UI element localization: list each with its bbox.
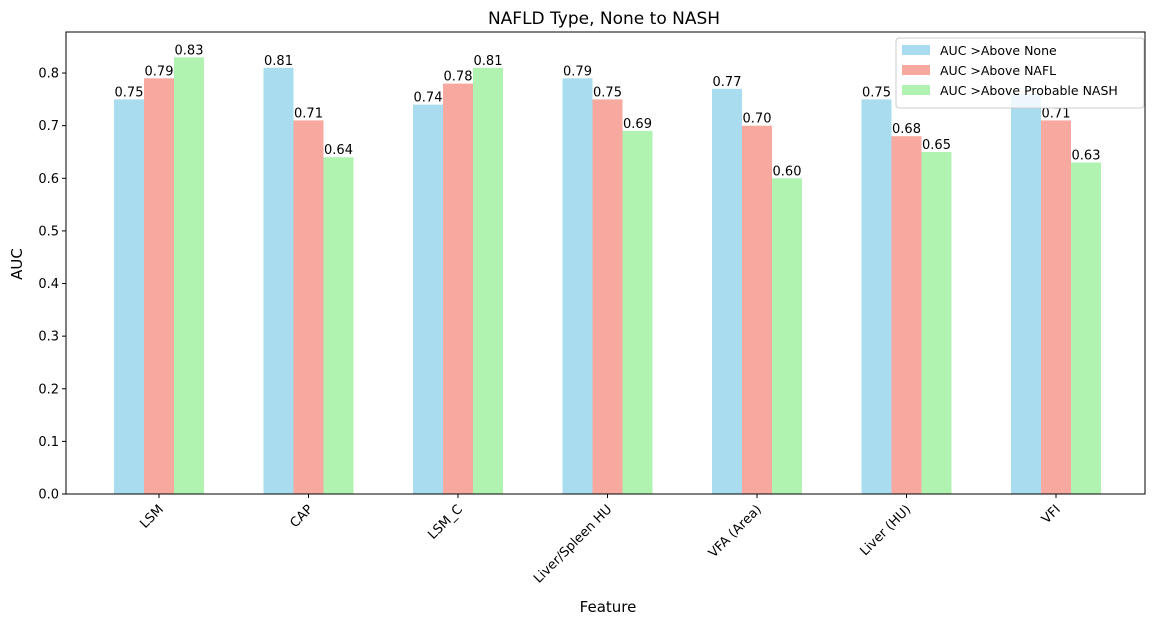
chart-title: NAFLD Type, None to NASH <box>488 9 720 29</box>
bar <box>1041 120 1071 495</box>
bar-value-label: 0.81 <box>264 54 293 69</box>
bar <box>772 178 802 495</box>
legend-swatch <box>902 45 930 55</box>
legend-label: AUC >Above NAFL <box>940 63 1056 78</box>
y-tick-label: 0.8 <box>38 67 59 82</box>
bar <box>443 83 473 494</box>
bar-value-label: 0.81 <box>474 54 503 69</box>
bar <box>891 136 922 494</box>
bar <box>592 99 623 495</box>
x-tick-label: Liver/Spleen HU <box>531 502 615 586</box>
y-tick-label: 0.3 <box>38 330 59 345</box>
y-tick-label: 0.1 <box>38 435 59 450</box>
legend-box <box>895 37 1145 109</box>
bar-value-label: 0.60 <box>773 164 802 179</box>
x-axis-label: Feature <box>580 598 637 616</box>
bar-value-label: 0.83 <box>175 43 204 58</box>
bar-value-label: 0.75 <box>593 85 622 100</box>
x-tick-label: LSM <box>137 502 166 531</box>
bar-value-label: 0.64 <box>324 143 353 158</box>
y-tick-label: 0.5 <box>38 224 59 239</box>
bar <box>144 78 174 495</box>
legend-label: AUC >Above Probable NASH <box>940 83 1118 98</box>
bar-value-label: 0.77 <box>713 75 742 90</box>
bar <box>114 99 144 495</box>
bar-value-label: 0.71 <box>294 106 323 121</box>
bar <box>622 130 653 494</box>
bar-value-label: 0.70 <box>743 112 772 127</box>
bar-value-label: 0.75 <box>115 85 144 100</box>
bar-value-label: 0.78 <box>444 70 473 85</box>
bar <box>1071 162 1101 494</box>
y-tick-label: 0.4 <box>38 277 59 292</box>
bar <box>921 152 952 494</box>
bar-value-label: 0.65 <box>922 138 951 153</box>
bar <box>293 120 324 495</box>
bar-value-label: 0.71 <box>1042 106 1071 121</box>
y-tick-label: 0.0 <box>38 488 59 503</box>
bar <box>742 125 772 494</box>
bar <box>263 67 294 495</box>
x-tick-label: LSM_C <box>425 502 466 543</box>
bar <box>1011 94 1041 494</box>
bar-value-label: 0.79 <box>145 64 174 79</box>
bar <box>473 67 503 495</box>
bar <box>174 57 204 495</box>
bar-value-label: 0.63 <box>1072 149 1101 164</box>
y-tick-label: 0.2 <box>38 382 59 397</box>
y-axis-label: AUC <box>8 248 26 280</box>
bar <box>861 99 892 495</box>
bar-value-label: 0.68 <box>892 122 921 137</box>
bar <box>712 88 742 495</box>
bar-value-label: 0.74 <box>414 91 443 106</box>
bar <box>413 104 443 494</box>
x-tick-label: CAP <box>287 502 316 531</box>
legend: AUC >Above None AUC >Above NAFL AUC >Above… <box>895 37 1145 109</box>
x-tick-label: Liver (HU) <box>857 502 914 559</box>
legend-swatch <box>902 85 930 95</box>
y-tick-label: 0.6 <box>38 172 59 187</box>
x-tick-label: VFI <box>1039 502 1064 527</box>
legend-swatch <box>902 65 930 75</box>
bar-value-label: 0.69 <box>623 117 652 132</box>
axes-frame <box>65 31 1146 495</box>
legend-label: AUC >Above None <box>940 43 1057 58</box>
bar-value-label: 0.75 <box>862 85 891 100</box>
plot-area: 0.750.810.740.790.770.750.790.710.780.75… <box>38 31 1146 586</box>
bar-value-label: 0.79 <box>563 64 592 79</box>
y-tick-label: 0.7 <box>38 119 59 134</box>
x-tick-label: VFA (Area) <box>706 502 765 561</box>
bar <box>562 78 593 495</box>
bar <box>323 157 354 494</box>
